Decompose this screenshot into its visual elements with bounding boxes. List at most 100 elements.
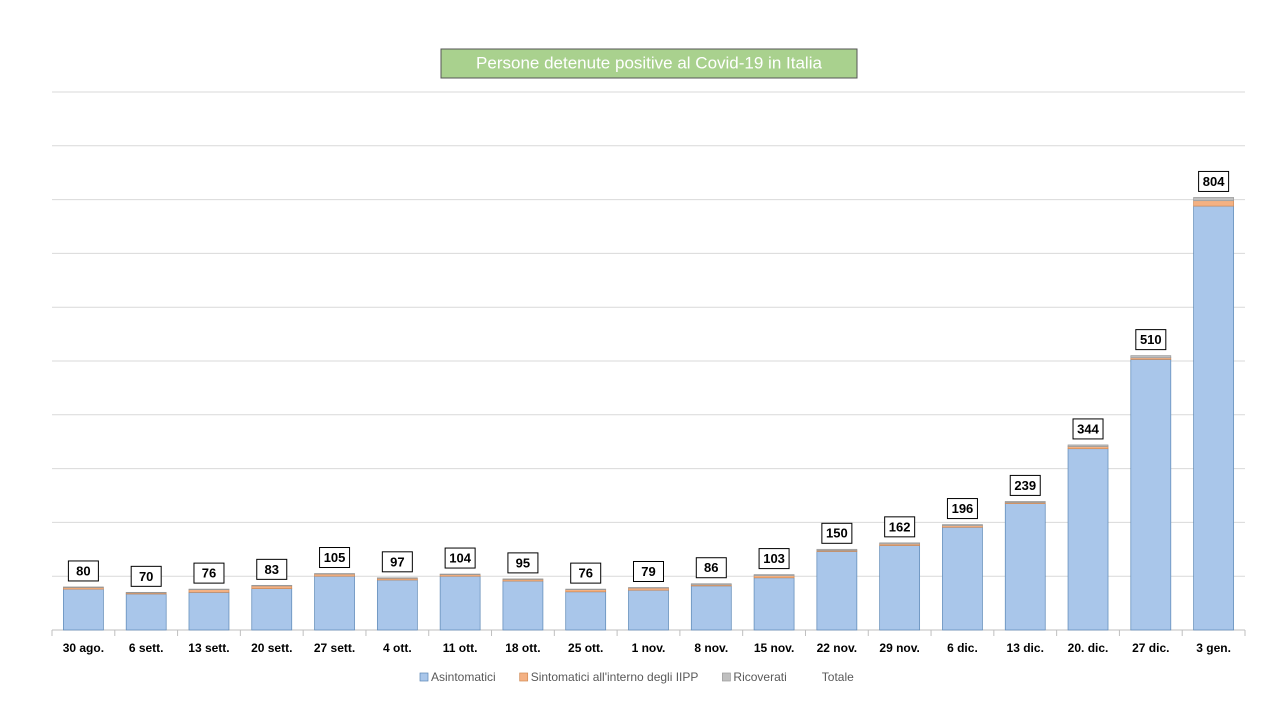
bar-segment	[1067, 448, 1109, 631]
bar-segment	[816, 551, 858, 631]
bar-segment	[942, 526, 983, 631]
x-tick-label: 13 dic.	[1007, 641, 1044, 655]
bar-segment	[63, 586, 104, 588]
bar-segment	[565, 591, 607, 631]
bar-segment	[1130, 359, 1172, 631]
data-label-box	[946, 498, 978, 520]
bar-segment	[753, 574, 795, 577]
data-label: 80	[76, 563, 90, 578]
legend-swatch	[722, 672, 731, 682]
data-label: 83	[265, 562, 279, 577]
bar-segment	[1193, 205, 1234, 631]
bar-segment	[314, 573, 355, 575]
data-label: 344	[1077, 421, 1099, 436]
data-label-box	[381, 551, 413, 573]
bar-segment	[628, 589, 669, 631]
bar-segment	[63, 588, 104, 631]
x-tick-label: 13 sett.	[188, 641, 229, 655]
bar-segment	[314, 575, 355, 631]
bar-segment	[376, 577, 418, 579]
data-label-box	[256, 558, 288, 580]
bar-segment	[1193, 200, 1234, 207]
data-label-box	[1198, 170, 1230, 192]
data-label: 103	[763, 551, 785, 566]
x-tick-label: 1 nov.	[632, 641, 666, 655]
x-tick-label: 11 ott.	[443, 641, 478, 655]
bar-segment	[125, 593, 167, 631]
data-label-box	[1072, 418, 1104, 440]
data-label: 104	[449, 550, 471, 565]
legend-label: Ricoverati	[733, 670, 786, 684]
x-tick-label: 29 nov.	[879, 641, 919, 655]
data-label: 70	[139, 569, 153, 584]
bar-segment	[188, 588, 230, 590]
data-label: 196	[952, 501, 974, 516]
bar-segment	[816, 548, 858, 551]
bar-segment	[565, 588, 607, 590]
data-label: 95	[516, 555, 530, 570]
bar-segment	[1067, 444, 1109, 447]
bar-segment	[879, 542, 921, 545]
data-label: 76	[578, 566, 592, 581]
x-tick-label: 6 sett.	[129, 641, 164, 655]
data-label-box	[1009, 474, 1041, 496]
x-tick-label: 6 dic.	[947, 641, 978, 655]
bar-segment	[690, 583, 732, 586]
bar-segment	[753, 577, 795, 631]
bar-segment	[1004, 501, 1046, 503]
legend-label: Asintomatici	[431, 670, 496, 684]
bar-segment	[376, 579, 418, 631]
data-label-box	[193, 562, 225, 584]
data-label-box	[821, 522, 853, 544]
data-label: 79	[641, 564, 655, 579]
legend-swatch	[519, 672, 529, 682]
data-label-box	[319, 547, 351, 569]
bar-segment	[502, 580, 544, 631]
data-label: 162	[889, 519, 911, 534]
data-label-box	[695, 557, 727, 579]
bar-segment	[125, 591, 167, 594]
data-label-box	[67, 560, 99, 582]
bar-segment	[502, 578, 544, 580]
data-label: 97	[390, 554, 404, 569]
x-tick-label: 15 nov.	[754, 641, 794, 655]
x-tick-label: 3 gen.	[1196, 641, 1231, 655]
x-tick-label: 27 dic.	[1132, 641, 1169, 655]
data-label: 510	[1140, 332, 1162, 347]
data-label-box	[570, 562, 602, 584]
legend-label: Totale	[822, 670, 854, 684]
x-tick-label: 25 ott.	[568, 641, 603, 655]
bar-segment	[251, 588, 293, 631]
data-label: 76	[202, 566, 216, 581]
x-tick-label: 4 ott.	[383, 641, 412, 655]
bar-segment	[942, 524, 983, 526]
bar-segment	[251, 584, 293, 587]
legend-swatch	[419, 672, 429, 682]
bar-segment	[1130, 355, 1172, 359]
bar-segment	[1004, 503, 1046, 631]
bar-segment	[251, 585, 293, 589]
bar-segment	[879, 545, 921, 631]
data-label-box	[1135, 329, 1167, 351]
data-label: 86	[704, 560, 718, 575]
chart-title: Persone detenute positive al Covid-19 in…	[476, 53, 822, 72]
x-tick-label: 27 sett.	[314, 641, 355, 655]
bar-segment	[439, 573, 481, 575]
x-tick-label: 18 ott.	[505, 641, 540, 655]
data-label-box	[507, 552, 539, 574]
data-label-box	[130, 565, 162, 587]
bar-segment	[188, 591, 230, 631]
data-label-box	[633, 560, 664, 582]
x-tick-label: 20. dic.	[1068, 641, 1109, 655]
bar-segment	[439, 575, 481, 631]
title-box	[440, 48, 858, 79]
bar-segment	[188, 589, 230, 593]
data-label-box	[884, 516, 916, 538]
data-label: 804	[1203, 174, 1225, 189]
bar-segment	[690, 585, 732, 631]
data-label: 105	[324, 550, 346, 565]
data-label: 150	[826, 526, 848, 541]
x-tick-label: 22 nov.	[817, 641, 857, 655]
x-tick-label: 20 sett.	[251, 641, 292, 655]
